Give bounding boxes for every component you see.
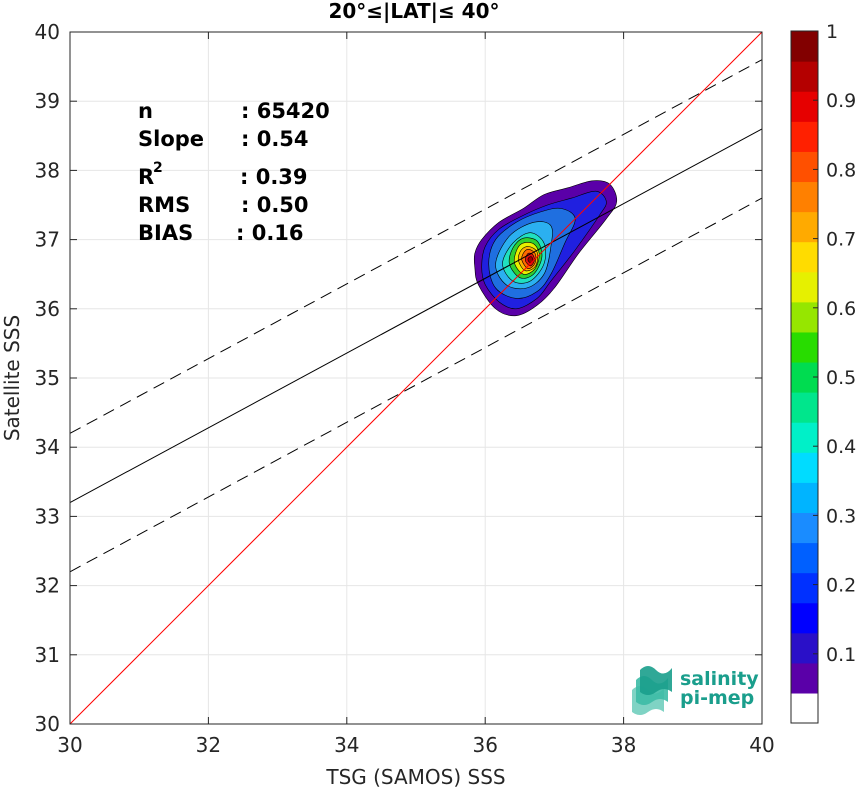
x-axis-label: TSG (SAMOS) SSS xyxy=(325,765,505,789)
y-tick-label: 32 xyxy=(35,574,60,598)
y-tick-label: 31 xyxy=(35,643,60,667)
colorbar-segment xyxy=(791,241,818,273)
y-tick-label: 36 xyxy=(35,297,60,321)
colorbar-segment xyxy=(791,301,818,333)
colorbar-tick-label: 1 xyxy=(826,21,838,43)
colorbar-segment xyxy=(791,91,818,122)
colorbar-tick-label: 0.8 xyxy=(826,159,856,181)
colorbar-tick-label: 0.7 xyxy=(826,229,856,251)
colorbar-segments xyxy=(791,31,818,724)
stat-bias-value: : 0.16 xyxy=(236,221,304,245)
colorbar-segment xyxy=(791,151,818,183)
stat-r2-label: R xyxy=(138,165,154,189)
chart-title: 20°≤|LAT|≤ 40° xyxy=(328,0,499,23)
colorbar-tick-label: 0.9 xyxy=(826,90,856,112)
stat-r2-value: : 0.39 xyxy=(240,165,308,189)
stat-n-label: n xyxy=(138,99,153,123)
colorbar-segment xyxy=(791,512,818,544)
stat-slope-value: : 0.54 xyxy=(241,127,309,151)
y-tick-label: 30 xyxy=(35,712,60,736)
y-tick-label: 34 xyxy=(35,435,60,459)
stats-box: n : 65420 Slope : 0.54 R 2 : 0.39 RMS : … xyxy=(138,99,330,245)
x-tick-label: 38 xyxy=(611,733,636,757)
colorbar-segment xyxy=(791,632,818,664)
logo: salinity pi-mep xyxy=(632,666,759,715)
colorbar-tick-label: 0.1 xyxy=(826,644,856,666)
x-tick-label: 34 xyxy=(334,733,359,757)
y-axis-ticks: 30 31 32 33 34 35 36 37 38 39 40 xyxy=(35,20,762,736)
logo-line1: salinity xyxy=(680,668,759,690)
colorbar-tick-label: 0.6 xyxy=(826,298,856,320)
logo-line2: pi-mep xyxy=(680,687,754,709)
stat-rms-label: RMS xyxy=(138,193,190,217)
x-tick-label: 36 xyxy=(472,733,497,757)
logo-waves-icon xyxy=(632,666,672,715)
y-tick-label: 39 xyxy=(35,89,60,113)
colorbar-tick-label: 0.2 xyxy=(826,575,856,597)
colorbar-segment xyxy=(791,692,818,724)
regression-upper-bound-line xyxy=(70,59,762,434)
y-tick-label: 37 xyxy=(35,228,60,252)
reference-lines xyxy=(70,32,762,724)
colorbar-segment xyxy=(791,61,818,92)
colorbar-segment xyxy=(791,572,818,604)
stat-rms-value: : 0.50 xyxy=(241,193,309,217)
colorbar-segment xyxy=(791,181,818,213)
stat-bias-label: BIAS xyxy=(138,221,193,245)
colorbar-segment xyxy=(791,31,818,62)
colorbar-segment xyxy=(791,331,818,363)
colorbar-ticks: 0.1 0.2 0.3 0.4 0.5 0.6 0.7 0.8 0.9 1 xyxy=(813,21,856,666)
colorbar-segment xyxy=(791,422,818,453)
stat-slope-label: Slope xyxy=(138,127,204,151)
colorbar-segment xyxy=(791,271,818,303)
y-axis-label: Satellite SSS xyxy=(0,315,24,441)
colorbar-segment xyxy=(791,211,818,243)
colorbar-segment xyxy=(791,662,818,694)
plot-area: 30 32 34 36 38 40 30 31 32 33 34 35 36 37 38 39 40 xyxy=(35,20,775,757)
colorbar-segment xyxy=(791,482,818,513)
y-tick-label: 35 xyxy=(35,366,60,390)
colorbar-tick-label: 0.4 xyxy=(826,436,856,458)
y-tick-label: 38 xyxy=(35,158,60,182)
x-tick-label: 30 xyxy=(57,733,82,757)
colorbar-segment xyxy=(791,602,818,634)
stat-r2-superscript: 2 xyxy=(153,160,163,176)
y-tick-label: 33 xyxy=(35,504,60,528)
identity-line xyxy=(70,32,762,724)
stat-n-value: : 65420 xyxy=(241,99,330,123)
x-tick-label: 32 xyxy=(196,733,221,757)
colorbar-segment xyxy=(791,452,818,483)
regression-lower-bound-line xyxy=(70,197,762,573)
y-tick-label: 40 xyxy=(35,20,60,44)
colorbar-segment xyxy=(791,392,818,423)
colorbar-tick-label: 0.3 xyxy=(826,505,856,527)
regression-fit-line xyxy=(70,128,762,503)
x-axis-ticks: 30 32 34 36 38 40 xyxy=(57,32,775,757)
x-tick-label: 40 xyxy=(749,733,774,757)
colorbar-segment xyxy=(791,121,818,152)
colorbar-segment xyxy=(791,542,818,574)
colorbar: 0.1 0.2 0.3 0.4 0.5 0.6 0.7 0.8 0.9 1 xyxy=(790,21,856,724)
colorbar-tick-label: 0.5 xyxy=(826,367,856,389)
